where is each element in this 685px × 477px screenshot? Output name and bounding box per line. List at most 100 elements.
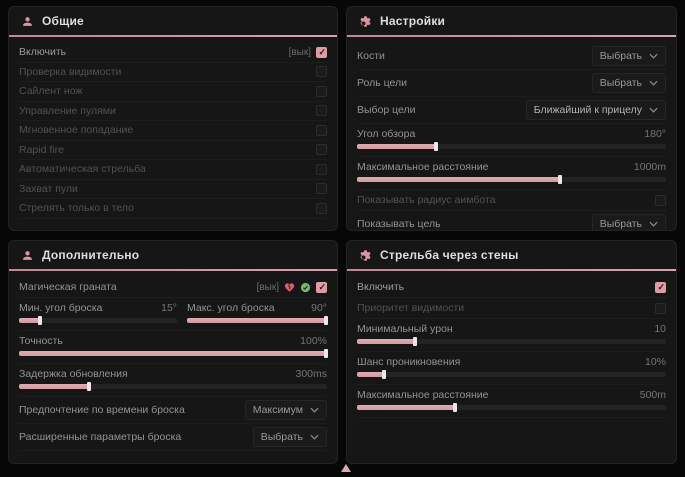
checkbox-magic-grenade[interactable] [316, 281, 327, 293]
slider-fill [187, 316, 328, 325]
row-wallbang-enable: Включить [357, 277, 666, 298]
min-damage-slider[interactable] [357, 337, 666, 346]
panel-general-header: Общие [9, 7, 337, 35]
max-angle-slider[interactable] [187, 316, 328, 325]
row-label: Роль цели [357, 77, 408, 89]
panel-settings-header: Настройки [347, 7, 676, 35]
row-wall-max-distance: Максимальное расстояние 500m [357, 385, 666, 418]
chevron-down-icon [649, 107, 658, 113]
slider-handle[interactable] [412, 337, 417, 346]
slider-handle[interactable] [452, 403, 457, 412]
slider-fill [357, 370, 386, 379]
row-label: Мин. угол броска [19, 302, 103, 314]
slider-handle[interactable] [38, 316, 43, 325]
target-role-select[interactable]: Выбрать [591, 73, 666, 93]
slider-handle[interactable] [324, 316, 328, 325]
panel-additional: Дополнительно Магическая граната [вык] [8, 240, 338, 464]
checkbox-body-only[interactable] [316, 202, 327, 214]
slider-fill [19, 316, 43, 325]
max-angle-group: Макс. угол броска 90° [187, 298, 328, 330]
slider-value: 300ms [295, 368, 327, 380]
fov-slider[interactable] [357, 142, 666, 151]
checkbox-show-radius[interactable] [655, 194, 666, 206]
checkbox-silent-knife[interactable] [316, 85, 327, 97]
check-circle-icon[interactable] [300, 282, 311, 293]
min-angle-slider[interactable] [19, 316, 177, 325]
slider-handle[interactable] [434, 142, 439, 151]
state-tag: [вык] [288, 46, 311, 58]
select-value: Выбрать [599, 50, 642, 62]
row-silent-knife: Сайлент нож [19, 82, 327, 102]
row-label: Включить [357, 281, 405, 293]
row-visibility-check: Проверка видимости [19, 63, 327, 82]
row-instant-hit: Мгновенное попадание [19, 121, 327, 141]
slider-value: 90° [311, 302, 327, 314]
slider-fill [357, 142, 439, 151]
panel-title: Настройки [380, 14, 446, 28]
target-select[interactable]: Ближайший к прицелу [525, 100, 666, 120]
checkbox-enable[interactable] [316, 46, 327, 58]
row-label: Проверка видимости [19, 65, 122, 78]
row-body-only: Стрелять только в тело [19, 199, 327, 219]
slider-fill [357, 337, 417, 346]
advanced-throw-select[interactable]: Выбрать [252, 427, 327, 447]
panel-title: Дополнительно [42, 248, 140, 262]
checkbox-bullet-control[interactable] [316, 105, 327, 117]
checkbox-visibility-priority[interactable] [655, 302, 666, 314]
row-show-radius: Показывать радиус аимбота [357, 190, 666, 211]
row-label: Мгновенное попадание [19, 124, 134, 137]
checkbox-rapid-fire[interactable] [316, 144, 327, 156]
checkbox-visibility-check[interactable] [316, 66, 327, 78]
checkbox-wallbang-enable[interactable] [655, 281, 666, 293]
row-label: Стрелять только в тело [19, 202, 134, 215]
penetration-slider[interactable] [357, 370, 666, 379]
panel-title: Общие [42, 14, 84, 28]
row-target-select: Выбор цели Ближайший к прицелу [357, 97, 666, 124]
panel-title: Стрельба через стены [380, 248, 519, 262]
checkbox-bullet-capture[interactable] [316, 183, 327, 195]
bones-select[interactable]: Выбрать [591, 46, 666, 66]
row-label: Приоритет видимости [357, 302, 465, 314]
show-target-select[interactable]: Выбрать [591, 214, 666, 230]
row-label: Управление пулями [19, 104, 116, 117]
select-value: Выбрать [260, 431, 303, 443]
panel-wallbang-header: Стрельба через стены [347, 241, 676, 269]
accent-line [9, 269, 337, 271]
row-label: Показывать радиус аимбота [357, 194, 496, 206]
slider-fill [19, 382, 91, 391]
slider-handle[interactable] [557, 175, 562, 184]
row-accuracy: Точность 100% [19, 331, 328, 364]
row-label: Включить [19, 46, 67, 59]
broken-heart-icon[interactable] [284, 282, 295, 293]
row-magic-grenade: Магическая граната [вык] [19, 277, 327, 298]
checkbox-instant-hit[interactable] [316, 124, 327, 136]
slider-handle[interactable] [86, 382, 91, 391]
row-throw-angles: Мин. угол броска 15° Макс. угол броска 9… [19, 298, 328, 331]
row-label: Магическая граната [19, 281, 117, 293]
slider-handle[interactable] [324, 349, 328, 358]
slider-fill [357, 403, 457, 412]
row-throw-time: Предпочтение по времени броска Максимум [19, 397, 327, 424]
gear-icon [359, 15, 372, 28]
max-distance-slider[interactable] [357, 175, 666, 184]
throw-time-select[interactable]: Максимум [244, 400, 327, 420]
chevron-down-icon [649, 221, 658, 227]
row-label: Показывать цель [357, 218, 441, 230]
min-angle-group: Мин. угол броска 15° [19, 298, 177, 330]
update-delay-slider[interactable] [19, 382, 327, 391]
row-label: Шанс проникновения [357, 356, 461, 368]
row-label: Максимальное расстояние [357, 389, 489, 401]
panel-additional-header: Дополнительно [9, 241, 337, 269]
accuracy-slider[interactable] [19, 349, 328, 358]
row-label: Расширенные параметры броска [19, 431, 182, 443]
row-bullet-control: Управление пулями [19, 102, 327, 121]
checkbox-auto-fire[interactable] [316, 163, 327, 175]
row-label: Сайлент нож [19, 85, 83, 98]
row-label: Задержка обновления [19, 368, 128, 380]
row-label: Кости [357, 50, 385, 62]
wall-max-distance-slider[interactable] [357, 403, 666, 412]
row-enable: Включить [вык] [19, 43, 327, 63]
slider-value: 15° [161, 302, 177, 314]
slider-handle[interactable] [381, 370, 386, 379]
row-rapid-fire: Rapid fire [19, 141, 327, 160]
